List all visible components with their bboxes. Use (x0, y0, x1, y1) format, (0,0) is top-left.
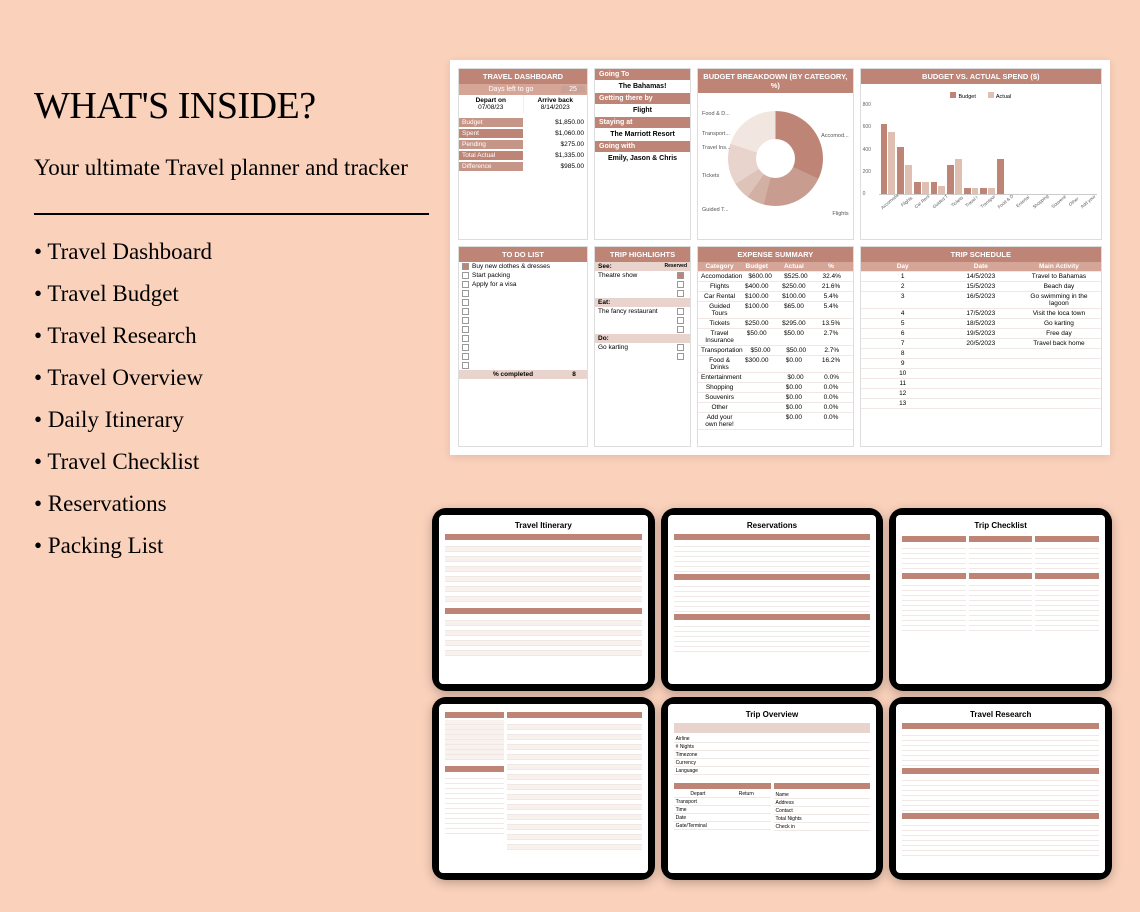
tablet-title: Travel Itinerary (445, 521, 642, 530)
tablet-preview (432, 697, 655, 880)
budget-val: $1,850.00 (523, 118, 587, 127)
feature-list: Travel Dashboard Travel Budget Travel Rese… (34, 239, 429, 559)
checkbox-icon (462, 281, 469, 288)
checkbox-icon (677, 272, 684, 279)
tablet-title: Trip Overview (674, 710, 871, 719)
tablet-preview: Trip Checklist (889, 508, 1112, 691)
feature-item: Travel Research (34, 323, 429, 349)
trip-highlights-card: TRIP HIGHLIGHTS See:Reserved Theatre sho… (594, 246, 691, 447)
left-column: WHAT'S INSIDE? Your ultimate Travel plan… (34, 84, 429, 575)
tablet-preview: Trip OverviewAirline# NightsTimezoneCurr… (661, 697, 884, 880)
days-left-value: 25 (561, 86, 585, 93)
donut-label: Food & D... (702, 111, 730, 117)
divider (34, 213, 429, 215)
donut-chart (728, 111, 823, 206)
trip-schedule-card: TRIP SCHEDULE DayDateMain Activity 114/5… (860, 246, 1102, 447)
arrive-value: 8/14/2023 (526, 104, 586, 111)
tablet-title: Trip Checklist (902, 521, 1099, 530)
checkbox-icon (462, 272, 469, 279)
budget-vs-actual-chart: BUDGET VS. ACTUAL SPEND ($) Budget Actua… (860, 68, 1102, 240)
highlights-title: TRIP HIGHLIGHTS (595, 247, 690, 262)
see-item: Theatre show (598, 272, 677, 279)
todo-text: Buy new clothes & dresses (472, 263, 550, 270)
donut-label: Flights (832, 211, 848, 217)
todo-text: Start packing (472, 272, 510, 279)
dashboard-title: TRAVEL DASHBOARD (459, 69, 587, 84)
budget-val: $275.00 (523, 140, 587, 149)
donut-label: Accomod... (821, 133, 849, 139)
staying-at-label: Staying at (595, 117, 690, 128)
budget-breakdown-chart: BUDGET BREAKDOWN (BY CATEGORY, %) Food &… (697, 68, 854, 240)
todo-title: TO DO LIST (459, 247, 587, 262)
tablet-title: Travel Research (902, 710, 1099, 719)
feature-item: Travel Overview (34, 365, 429, 391)
staying-at-value: The Marriott Resort (595, 128, 690, 141)
feature-item: Travel Budget (34, 281, 429, 307)
feature-item: Travel Dashboard (34, 239, 429, 265)
donut-title: BUDGET BREAKDOWN (BY CATEGORY, %) (698, 69, 853, 93)
tablet-title: Reservations (674, 521, 871, 530)
budget-key: Difference (459, 162, 523, 171)
tablet-preview: Reservations (661, 508, 884, 691)
days-left-label: Days left to go (461, 86, 561, 93)
todo-footer-label: % completed (462, 371, 564, 378)
eat-item: The fancy restaurant (598, 308, 677, 315)
budget-key: Pending (459, 140, 523, 149)
donut-label: Tickets (702, 173, 719, 179)
dashboard-preview: TRAVEL DASHBOARD Days left to go 25 Depa… (450, 60, 1110, 455)
checkbox-icon (462, 263, 469, 270)
going-with-label: Going with (595, 141, 690, 152)
expense-title: EXPENSE SUMMARY (698, 247, 853, 262)
budget-key: Spent (459, 129, 523, 138)
page-heading: WHAT'S INSIDE? (34, 84, 429, 128)
feature-item: Reservations (34, 491, 429, 517)
todo-text: Apply for a visa (472, 281, 516, 288)
going-to-label: Going To (595, 69, 690, 80)
budget-val: $1,335.00 (523, 151, 587, 160)
depart-label: Depart on (461, 97, 521, 104)
budget-key: Budget (459, 118, 523, 127)
budget-val: $985.00 (523, 162, 587, 171)
feature-item: Daily Itinerary (34, 407, 429, 433)
expense-summary-card: EXPENSE SUMMARY CategoryBudgetActual% Ac… (697, 246, 854, 447)
getting-there-label: Getting there by (595, 93, 690, 104)
tablet-preview: Travel Research (889, 697, 1112, 880)
tablet-preview: Travel Itinerary (432, 508, 655, 691)
bars-title: BUDGET VS. ACTUAL SPEND ($) (861, 69, 1101, 84)
feature-item: Travel Checklist (34, 449, 429, 475)
travel-dashboard-card: TRAVEL DASHBOARD Days left to go 25 Depa… (458, 68, 588, 240)
budget-key: Total Actual (459, 151, 523, 160)
donut-label: Transport... (702, 131, 730, 137)
schedule-title: TRIP SCHEDULE (861, 247, 1101, 262)
page-subheading: Your ultimate Travel planner and tracker (34, 152, 429, 183)
donut-label: Guided T... (702, 207, 729, 213)
feature-item: Packing List (34, 533, 429, 559)
getting-there-value: Flight (595, 104, 690, 117)
budget-val: $1,060.00 (523, 129, 587, 138)
trip-info-card: Going To The Bahamas! Getting there by F… (594, 68, 691, 240)
tablet-previews: Travel Itinerary Reservations Trip Checkli… (432, 508, 1112, 880)
do-item: Go karting (598, 344, 677, 351)
todo-list-card: TO DO LIST Buy new clothes & dresses Star… (458, 246, 588, 447)
donut-label: Travel Ins... (702, 145, 731, 151)
going-with-value: Emily, Jason & Chris (595, 152, 690, 165)
depart-value: 07/08/23 (461, 104, 521, 111)
going-to-value: The Bahamas! (595, 80, 690, 93)
todo-footer-value: 8 (564, 371, 584, 378)
arrive-label: Arrive back (526, 97, 586, 104)
